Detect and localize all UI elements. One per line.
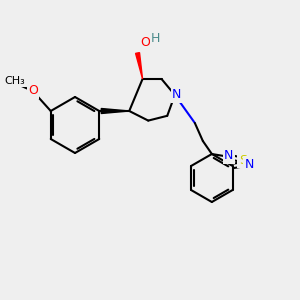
Text: CH₃: CH₃ [4,76,25,86]
Text: H: H [151,32,160,46]
Text: O: O [28,85,38,98]
Text: O: O [141,37,151,50]
Polygon shape [101,109,129,113]
Text: N: N [172,88,182,101]
Text: N: N [245,158,254,171]
Text: S: S [238,154,247,166]
Polygon shape [136,52,142,79]
Text: N: N [224,149,233,162]
